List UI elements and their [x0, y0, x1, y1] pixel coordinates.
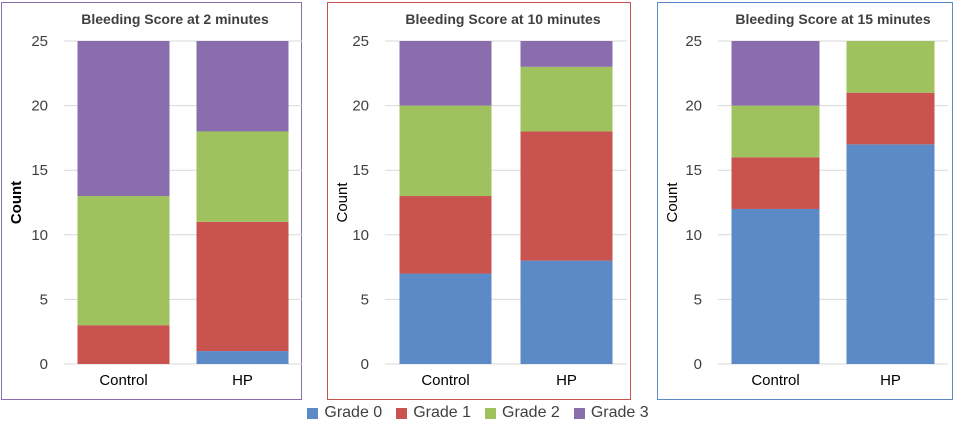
panel-3-title: Bleeding Score at 15 minutes [735, 11, 930, 27]
panel-1-bar-hp-grade-3 [196, 41, 289, 132]
panel-2-ytick-0: 0 [361, 356, 369, 373]
legend-item-grade-1: Grade 1 [396, 404, 471, 422]
panel-1-bar-control-grade-3 [77, 41, 170, 197]
panel-1-bar-control-grade-2 [77, 196, 170, 326]
legend-item-grade-2: Grade 2 [485, 404, 560, 422]
panel-1-bar-hp-grade-1 [196, 221, 289, 352]
panel-3-ytick-10: 10 [685, 227, 702, 244]
legend-label-grade-3: Grade 3 [590, 404, 649, 421]
legend-item-grade-3: Grade 3 [573, 404, 649, 422]
legend-label-grade-2: Grade 2 [502, 404, 560, 421]
panel-3-ytick-20: 20 [685, 98, 702, 115]
panel-1-ytick-20: 20 [31, 98, 48, 115]
panel-2-bar-control-grade-1 [399, 196, 492, 274]
panel-3-bar-hp-grade-1 [846, 92, 935, 145]
panel-2-title: Bleeding Score at 10 minutes [405, 11, 600, 27]
panel-3-bar-control-grade-3 [731, 41, 820, 106]
panel-3-ytick-0: 0 [694, 356, 702, 373]
legend-item-grade-0: Grade 0 [307, 404, 382, 422]
legend-swatch-grade-2 [485, 407, 496, 419]
panel-2-ytick-10: 10 [352, 227, 369, 244]
panel-2-ytick-20: 20 [352, 98, 369, 115]
panel-1-ytick-15: 15 [31, 162, 48, 179]
panel-2-bar-hp-grade-3 [520, 41, 613, 67]
legend-label-grade-0: Grade 0 [324, 404, 383, 421]
legend-swatch-grade-0 [307, 407, 319, 419]
panel-1-ylabel: Count [8, 181, 25, 224]
panel-2-bar-hp-grade-1 [520, 131, 613, 261]
panel-2-bar-control-grade-0 [399, 273, 492, 364]
panel-2-ylabel: Count [334, 182, 351, 223]
panel-3-ytick-25: 25 [685, 33, 702, 50]
panel-2-ytick-5: 5 [361, 291, 369, 308]
panel-2-bar-hp-grade-2 [520, 66, 613, 132]
panel-2-xtick-hp: HP [556, 372, 577, 389]
charts-svg: Bleeding Score at 2 minutes 0 5 10 15 20 25 Cou… [1, 2, 953, 400]
panel-3-xtick-hp: HP [880, 372, 901, 389]
panel-1-title: Bleeding Score at 2 minutes [81, 11, 269, 27]
legend-swatch-grade-3 [573, 407, 585, 419]
panel-1-xtick-control: Control [99, 372, 147, 389]
panel-2-ytick-15: 15 [352, 162, 369, 179]
panel-3-bar-control-grade-2 [731, 105, 820, 158]
panel-3-ylabel: Count [664, 182, 681, 223]
panel-3-xtick-control: Control [751, 372, 799, 389]
panel-1-bar-hp-grade-0 [196, 351, 289, 364]
legend-label-grade-1: Grade 1 [413, 404, 471, 421]
panel-3-ytick-5: 5 [694, 291, 702, 308]
legend-swatch-grade-1 [396, 407, 408, 419]
legend: Grade 0 Grade 1 Grade 2 Grade 3 [0, 400, 956, 426]
panel-1-xtick-hp: HP [232, 372, 253, 389]
panel-1-bar-hp-grade-2 [196, 131, 289, 222]
panel-2-bar-hp-grade-0 [520, 260, 613, 364]
panel-3-ytick-15: 15 [685, 162, 702, 179]
panel-2-ytick-25: 25 [352, 33, 369, 50]
panel-1: Bleeding Score at 2 minutes 0 5 10 15 20 25 Cou… [1, 2, 302, 400]
panel-2-xtick-control: Control [421, 372, 469, 389]
panel-1-ytick-10: 10 [31, 227, 48, 244]
panel-1-ytick-25: 25 [31, 33, 48, 50]
panel-2-bar-control-grade-3 [399, 41, 492, 106]
panel-3: Bleeding Score at 15 minutes 0 5 10 15 20 25 Co… [657, 2, 953, 400]
panel-1-bar-control-grade-1 [77, 325, 170, 364]
panel-1-ytick-0: 0 [40, 356, 48, 373]
panel-3-bar-hp-grade-0 [846, 144, 935, 364]
panel-3-bar-control-grade-0 [731, 208, 820, 364]
panel-1-ytick-5: 5 [40, 291, 48, 308]
panel-2: Bleeding Score at 10 minutes 0 5 10 15 20 25 Co… [327, 2, 631, 400]
panel-3-bar-control-grade-1 [731, 157, 820, 209]
panel-2-bar-control-grade-2 [399, 105, 492, 197]
panel-3-bar-hp-grade-2 [846, 41, 935, 93]
